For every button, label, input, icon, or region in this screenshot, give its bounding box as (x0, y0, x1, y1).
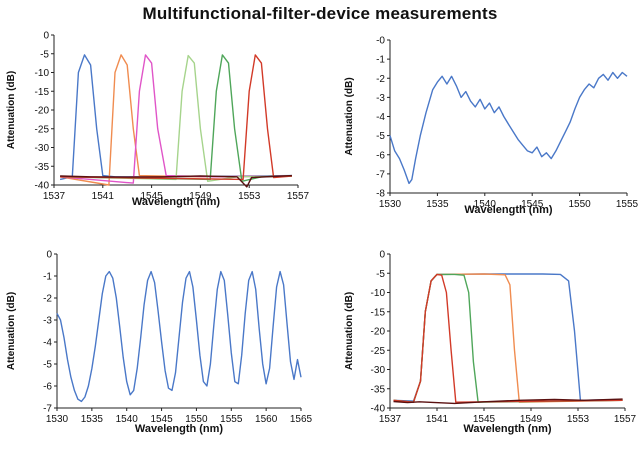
x-tick-label: 1553 (238, 191, 261, 202)
y-tick-label: -1 (43, 272, 52, 283)
x-tick-label: 1555 (616, 199, 639, 210)
x-tick-label: 1545 (150, 414, 173, 425)
y-tick-label: -20 (371, 327, 386, 338)
x-tick-label: 1537 (379, 414, 402, 425)
y-tick-label: -40 (35, 181, 50, 192)
y-tick-label: -35 (35, 162, 50, 173)
y-tick-label: -7 (43, 404, 52, 415)
x-axis-label: Wavelength (nm) (132, 196, 221, 208)
y-axis-label: Attenuation (dB) (344, 292, 355, 370)
y-tick-label: -5 (40, 49, 49, 60)
x-axis-label: Wavelength (nm) (463, 423, 552, 435)
x-tick-label: 1530 (46, 414, 69, 425)
series-line-5 (393, 398, 623, 405)
y-tick-label: -6 (43, 382, 52, 393)
x-tick-label: 1530 (379, 199, 402, 210)
y-tick-label: -25 (371, 346, 386, 357)
y-tick-label: -4 (376, 112, 385, 123)
x-tick-label: 1545 (521, 199, 544, 210)
x-tick-label: 1541 (92, 191, 115, 202)
y-tick-label: -40 (371, 404, 386, 415)
y-tick-label: -0 (376, 36, 385, 47)
series-line-3 (393, 273, 623, 403)
y-tick-label: -5 (376, 131, 385, 142)
x-tick-label: 1549 (520, 414, 543, 425)
series-line-7 (60, 174, 292, 188)
x-tick-label: 1535 (81, 414, 104, 425)
figure-title: Multifunctional-filter-device measuremen… (142, 4, 498, 23)
y-tick-label: -25 (35, 124, 50, 135)
y-tick-label: -2 (376, 74, 385, 85)
y-tick-label: -3 (43, 316, 52, 327)
y-tick-label: -20 (35, 106, 50, 117)
x-tick-label: 1557 (287, 191, 310, 202)
series-line-1 (56, 270, 302, 403)
x-tick-label: 1555 (220, 414, 243, 425)
y-tick-label: -30 (35, 143, 50, 154)
series-line-5 (60, 54, 292, 183)
y-tick-label: -2 (43, 294, 52, 305)
x-tick-label: 1545 (473, 414, 496, 425)
series-line-4 (60, 54, 292, 183)
y-tick-label: 0 (379, 250, 385, 261)
x-tick-label: 1565 (290, 414, 313, 425)
x-tick-label: 1541 (426, 414, 449, 425)
x-tick-label: 1540 (474, 199, 497, 210)
y-tick-label: -35 (371, 384, 386, 395)
series-line-2 (393, 273, 623, 403)
x-tick-label: 1550 (568, 199, 591, 210)
y-tick-label: 0 (46, 250, 52, 261)
y-tick-label: -6 (376, 150, 385, 161)
x-tick-label: 1549 (189, 191, 212, 202)
y-tick-label: -15 (371, 307, 386, 318)
x-tick-label: 1557 (614, 414, 637, 425)
x-tick-label: 1540 (116, 414, 139, 425)
series-line-6 (60, 54, 292, 181)
y-tick-label: 0 (43, 31, 49, 42)
y-tick-label: -8 (376, 189, 385, 200)
y-tick-label: -5 (43, 360, 52, 371)
y-tick-label: -30 (371, 365, 386, 376)
y-tick-label: -15 (35, 87, 50, 98)
y-axis-label: Attenuation (dB) (6, 71, 17, 149)
y-tick-label: -7 (376, 169, 385, 180)
x-tick-label: 1553 (567, 414, 590, 425)
y-axis-label: Attenuation (dB) (6, 292, 17, 370)
y-tick-label: -10 (371, 288, 386, 299)
y-tick-label: -3 (376, 93, 385, 104)
x-tick-label: 1560 (255, 414, 278, 425)
x-tick-label: 1537 (43, 191, 66, 202)
y-tick-label: -10 (35, 68, 50, 79)
series-line-2 (59, 54, 292, 186)
series-line-1 (393, 273, 623, 402)
series-line-1 (389, 71, 628, 185)
x-tick-label: 1550 (185, 414, 208, 425)
series-line-3 (60, 54, 292, 184)
y-axis-label: Attenuation (dB) (344, 77, 355, 155)
series-line-4 (393, 273, 623, 403)
y-tick-label: -4 (43, 338, 52, 349)
x-axis-label: Wavelength (nm) (464, 204, 553, 216)
x-axis-label: Wavelength (nm) (135, 423, 224, 435)
x-tick-label: 1535 (426, 199, 449, 210)
x-tick-label: 1545 (140, 191, 163, 202)
y-tick-label: -1 (376, 55, 385, 66)
y-tick-label: -5 (376, 269, 385, 280)
series-line-1 (59, 54, 292, 181)
